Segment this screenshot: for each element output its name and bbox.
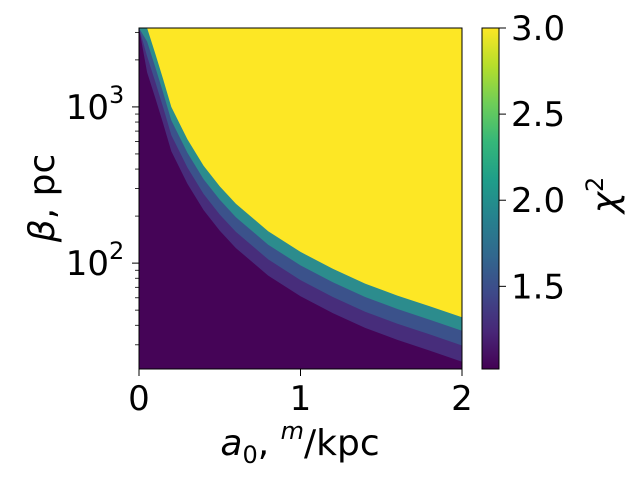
x-axis: 0 1 2 (128, 369, 473, 419)
y-tick-base: 10 (66, 244, 109, 284)
colorbar-tick-label: 2.0 (511, 181, 565, 221)
colorbar-gradient (481, 27, 500, 370)
y-tick-base: 10 (66, 88, 109, 128)
colorbar-tick-label: 1.5 (511, 267, 565, 307)
y-tick-exponent: 3 (109, 81, 124, 109)
heatmap (138, 27, 463, 370)
colorbar-tick-label: 3.0 (511, 9, 565, 49)
y-axis-label: β, pc (22, 154, 63, 244)
y-tick-label: 103 (66, 81, 125, 128)
colorbar-ticks: 1.5 2.0 2.5 3.0 (499, 9, 565, 307)
colorbar-label: χ2 (581, 177, 626, 216)
x-axis-label: a0, m/kpc (220, 417, 379, 469)
colorbar: 1.5 2.0 2.5 3.0 χ2 (481, 9, 626, 370)
y-tick-exponent: 2 (109, 237, 124, 265)
heatmap-band-core (139, 28, 462, 369)
x-tick-label: 0 (128, 379, 150, 419)
colorbar-tick-label: 2.5 (511, 95, 565, 135)
y-tick-label: 102 (66, 237, 125, 284)
x-tick-label: 1 (290, 379, 312, 419)
x-tick-label: 2 (451, 379, 473, 419)
